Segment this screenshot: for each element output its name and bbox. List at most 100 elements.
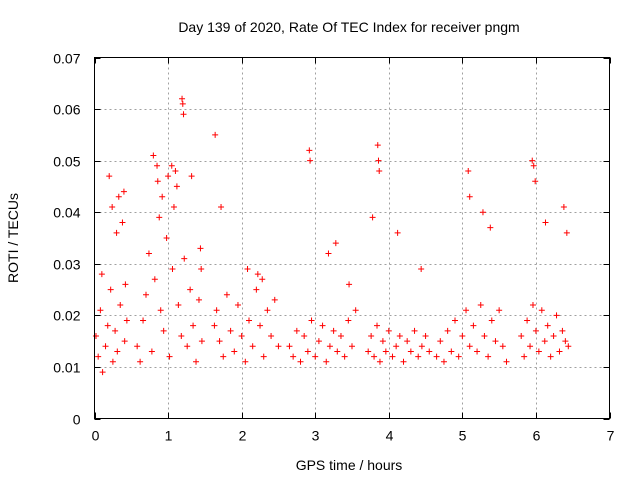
- data-point: [345, 317, 352, 324]
- data-point: [349, 343, 355, 350]
- data-point: [521, 353, 528, 360]
- data-point: [492, 338, 499, 345]
- data-point: [165, 173, 172, 180]
- data-point: [179, 100, 186, 107]
- data-point: [487, 224, 494, 231]
- data-point: [184, 343, 191, 350]
- data-point: [197, 245, 204, 252]
- data-point: [145, 250, 152, 257]
- data-point: [119, 219, 126, 226]
- data-point: [290, 353, 297, 360]
- data-point: [332, 240, 339, 247]
- y-tick-labels: 0 0.01 0.02 0.03 0.04 0.05 0.06 0.07: [53, 51, 80, 428]
- data-point: [337, 332, 344, 339]
- data-point: [352, 307, 359, 314]
- data-point: [465, 167, 472, 174]
- data-point: [113, 229, 120, 236]
- data-point: [334, 348, 341, 355]
- data-point: [92, 332, 99, 339]
- data-point: [268, 332, 275, 339]
- y-axis-title: ROTI / TECUs: [5, 193, 21, 283]
- data-point: [216, 338, 223, 345]
- data-point: [112, 327, 119, 334]
- data-point: [312, 353, 319, 360]
- data-point: [150, 152, 157, 159]
- data-point: [264, 307, 271, 314]
- data-point: [107, 286, 114, 293]
- y-tick-label: 0.06: [53, 102, 80, 118]
- data-point: [180, 111, 187, 118]
- data-point: [195, 296, 202, 303]
- data-point: [293, 327, 300, 334]
- grid-lines: [94, 57, 610, 419]
- data-point: [371, 353, 378, 360]
- x-tick-labels: 0 1 2 3 4 5 6 7: [92, 428, 615, 444]
- data-point: [168, 162, 175, 169]
- data-point: [253, 286, 260, 293]
- data-point: [157, 307, 164, 314]
- data-point: [163, 235, 170, 241]
- data-point: [532, 327, 539, 334]
- data-point: [249, 343, 256, 350]
- data-point: [304, 348, 311, 355]
- data-point: [559, 327, 566, 334]
- data-point: [275, 343, 282, 350]
- data-point: [385, 327, 392, 334]
- data-point: [123, 317, 130, 324]
- data-point: [259, 276, 266, 283]
- x-tick-label: 0: [92, 428, 100, 444]
- data-point: [563, 229, 570, 236]
- x-tick-label: 4: [386, 428, 394, 444]
- data-point: [541, 338, 548, 345]
- data-point: [319, 322, 326, 329]
- data-point: [95, 353, 102, 360]
- data-point: [374, 142, 381, 149]
- data-point: [518, 332, 525, 339]
- data-point: [503, 358, 510, 365]
- data-point: [422, 332, 429, 339]
- data-point: [178, 332, 185, 339]
- data-point: [198, 338, 205, 345]
- data-point: [187, 286, 194, 293]
- x-tick-label: 1: [165, 428, 173, 444]
- axis-ticks: [94, 57, 611, 420]
- data-point: [550, 332, 557, 339]
- data-point: [238, 332, 245, 339]
- data-point: [346, 281, 353, 288]
- data-point: [148, 348, 155, 355]
- x-tick-label: 6: [533, 428, 541, 444]
- data-point: [223, 291, 230, 298]
- data-point: [193, 358, 200, 365]
- data-point: [341, 353, 348, 360]
- x-tick-label: 3: [312, 428, 320, 444]
- data-point: [499, 343, 506, 350]
- data-point: [375, 157, 382, 164]
- data-point: [134, 343, 141, 350]
- data-point: [530, 162, 537, 169]
- data-point: [286, 343, 293, 350]
- data-point: [477, 302, 484, 309]
- data-point: [565, 343, 572, 350]
- data-point: [308, 317, 315, 324]
- x-tick-label: 7: [607, 428, 615, 444]
- data-point: [455, 353, 462, 360]
- data-point: [170, 204, 177, 211]
- data-point: [218, 204, 225, 211]
- data-point: [396, 332, 403, 339]
- data-point: [179, 95, 186, 102]
- data-point: [315, 338, 322, 345]
- data-point: [418, 343, 425, 350]
- data-point: [562, 338, 569, 345]
- data-point: [553, 312, 560, 319]
- data-point: [242, 358, 249, 365]
- data-point: [160, 327, 167, 334]
- data-point: [173, 183, 180, 190]
- data-point: [538, 307, 545, 314]
- data-point: [98, 271, 105, 278]
- data-point: [426, 348, 433, 355]
- data-point: [479, 209, 486, 216]
- data-point: [151, 276, 158, 283]
- data-point: [529, 157, 536, 164]
- plot-frame: [94, 57, 610, 419]
- data-point: [246, 317, 252, 324]
